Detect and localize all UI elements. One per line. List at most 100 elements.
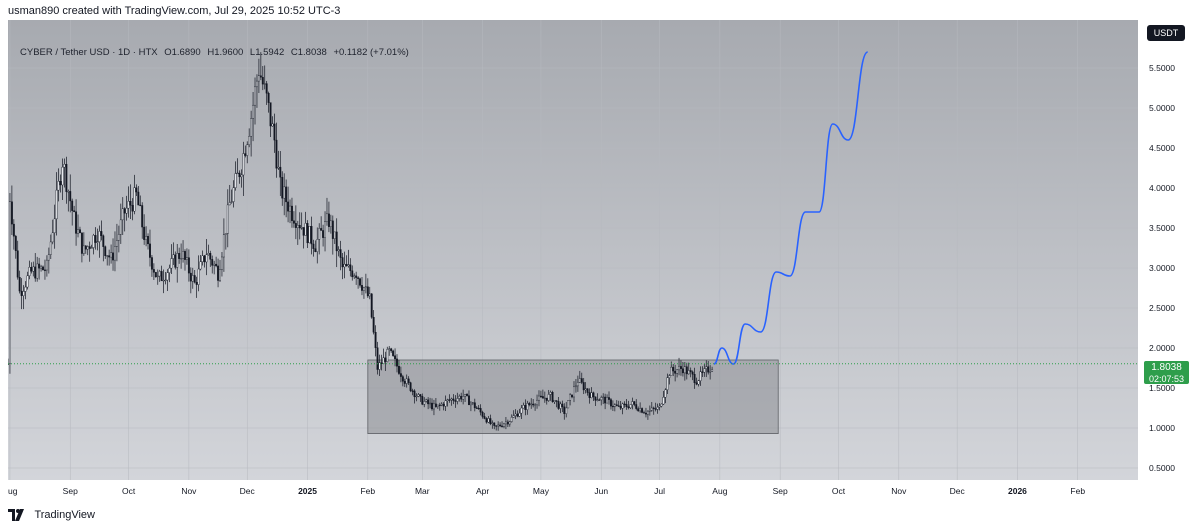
range-box-layer xyxy=(367,359,779,434)
candle-body xyxy=(141,205,144,228)
candle-body xyxy=(168,267,171,273)
candle-body xyxy=(230,201,233,203)
candle-body xyxy=(483,416,486,419)
candle-body xyxy=(503,423,505,427)
candle-body xyxy=(676,369,679,374)
candle-body xyxy=(30,266,33,272)
footer: TradingView xyxy=(8,506,95,522)
candle-body xyxy=(364,286,367,289)
candle-body xyxy=(343,264,346,268)
candle-body xyxy=(12,223,15,237)
candle-body xyxy=(287,201,290,212)
candle-body xyxy=(565,407,568,414)
x-tick-label: Sep xyxy=(773,486,788,496)
candle-body xyxy=(610,399,612,407)
candle-body xyxy=(316,239,319,252)
candle-body xyxy=(170,258,173,269)
candle-body xyxy=(185,257,188,260)
candle-body xyxy=(59,181,62,186)
candle-body xyxy=(442,403,445,407)
candle-body xyxy=(310,226,313,245)
candle-body xyxy=(594,396,597,401)
quote-currency-badge[interactable]: USDT xyxy=(1147,25,1185,41)
candle-body xyxy=(444,400,447,407)
x-tick-label: Jun xyxy=(594,486,608,496)
candle-body xyxy=(302,227,305,236)
candle-body xyxy=(252,104,255,119)
candle-body xyxy=(359,278,361,286)
candle-body xyxy=(149,243,151,258)
candle-body xyxy=(357,277,360,279)
candle-body xyxy=(678,366,680,371)
candle-body xyxy=(598,399,601,401)
candle-body xyxy=(656,406,659,410)
projection-layer xyxy=(713,51,869,365)
candle-body xyxy=(497,424,500,427)
legend-low: L1.5942 xyxy=(249,47,285,58)
candle-body xyxy=(641,408,644,413)
consolidation-range-box xyxy=(367,359,779,434)
candle-body xyxy=(429,402,432,405)
time-axis-panel[interactable] xyxy=(8,480,1138,502)
candle-body xyxy=(475,407,478,409)
candle-body xyxy=(324,221,326,238)
candle-body xyxy=(411,390,414,392)
chart-frame[interactable]: 0.5000 1.0000 1.5000 2.0000 2.5000 3.0000 3.50… xyxy=(8,20,1193,502)
candle-body xyxy=(256,80,258,88)
candle-body xyxy=(156,275,159,278)
x-tick-label: 2025 xyxy=(298,486,317,496)
candle-body xyxy=(639,408,642,412)
y-tick-label: 4.0000 xyxy=(1149,183,1175,193)
candle-body xyxy=(574,385,577,388)
candle-body xyxy=(220,256,223,270)
candle-body xyxy=(114,246,116,261)
candle-body xyxy=(573,386,575,398)
candle-body xyxy=(396,358,398,367)
candle-body xyxy=(232,187,235,202)
candle-body xyxy=(711,369,714,372)
candle-body xyxy=(695,382,698,385)
candle-body xyxy=(413,390,416,397)
candle-body xyxy=(20,290,23,296)
candle-body xyxy=(345,264,348,267)
candle-body xyxy=(421,396,424,405)
candle-body xyxy=(289,205,291,212)
candle-body xyxy=(394,355,397,360)
candle-body xyxy=(57,181,60,191)
candle-body xyxy=(267,93,270,103)
last-price-badge: 1.8038 02:07:53 xyxy=(1144,361,1189,384)
candle-body xyxy=(119,219,122,235)
candle-body xyxy=(456,398,459,402)
price-axis-panel[interactable] xyxy=(1138,20,1193,502)
candle-body xyxy=(86,246,89,250)
candle-body xyxy=(318,228,321,240)
candle-body xyxy=(347,264,350,267)
candle-body xyxy=(643,412,645,414)
candle-body xyxy=(127,201,130,209)
candle-body xyxy=(115,240,118,247)
candle-body xyxy=(24,286,27,292)
candle-body xyxy=(397,366,400,374)
candle-body xyxy=(646,411,649,415)
candle-body xyxy=(425,399,428,402)
candle-body xyxy=(374,332,377,348)
candle-body xyxy=(329,220,332,227)
candle-body xyxy=(569,394,572,401)
candle-body xyxy=(236,172,239,175)
candle-body xyxy=(464,394,467,397)
candle-body xyxy=(213,263,216,266)
candle-body xyxy=(645,412,647,415)
candle-body xyxy=(341,257,344,268)
x-tick-label: Mar xyxy=(415,486,430,496)
x-tick-label: Dec xyxy=(950,486,966,496)
candle-body xyxy=(172,254,175,259)
x-tick-label: Feb xyxy=(360,486,375,496)
candle-body xyxy=(108,255,111,258)
candle-body xyxy=(8,201,11,364)
price-chart[interactable]: 0.5000 1.0000 1.5000 2.0000 2.5000 3.0000 3.50… xyxy=(8,20,1193,502)
candle-body xyxy=(407,378,410,383)
candle-body xyxy=(501,425,503,427)
legend-symbol: CYBER / Tether USD · 1D · HTX xyxy=(20,47,158,58)
candle-body xyxy=(242,153,245,176)
candle-body xyxy=(154,272,157,278)
